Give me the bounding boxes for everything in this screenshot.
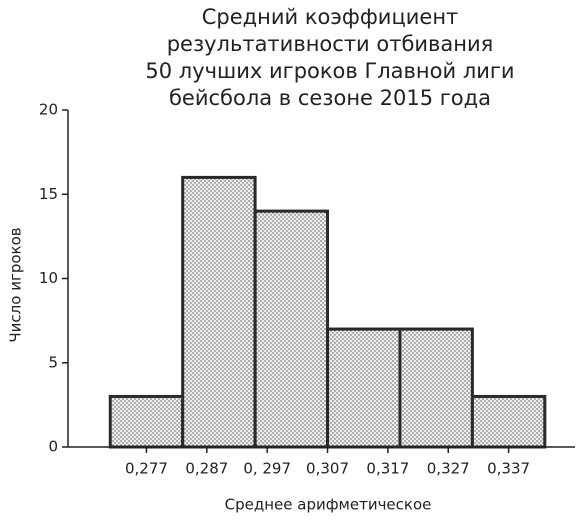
y-tick-label: 5 [48, 353, 58, 371]
y-tick-label: 15 [39, 185, 58, 203]
x-axis-label: Среднее арифметическое [225, 496, 432, 514]
x-tick-label: 0,307 [306, 460, 349, 478]
chart-title: бейсбола в сезоне 2015 года [169, 86, 491, 110]
x-tick-label: 0,317 [366, 460, 409, 478]
y-tick-label: 20 [39, 101, 58, 119]
x-tick-label: 0,337 [487, 460, 530, 478]
bar [181, 175, 257, 449]
chart-title: 50 лучших игроков Главной лиги [145, 59, 514, 83]
y-axis-label: Число игроков [7, 227, 25, 342]
x-tick-label: 0,287 [185, 460, 228, 478]
chart-title: результативности отбивания [167, 32, 494, 56]
bar [326, 327, 402, 449]
bar [398, 327, 474, 449]
x-tick-label: 0,327 [427, 460, 470, 478]
bar [470, 394, 547, 449]
bar [253, 209, 330, 449]
bar [108, 394, 185, 449]
y-tick-label: 10 [39, 269, 58, 287]
x-tick-label: 0,277 [125, 460, 168, 478]
chart-title: Средний коэффициент [202, 5, 459, 29]
y-tick-label: 0 [48, 438, 58, 456]
x-tick-label: 0, 297 [243, 460, 291, 478]
